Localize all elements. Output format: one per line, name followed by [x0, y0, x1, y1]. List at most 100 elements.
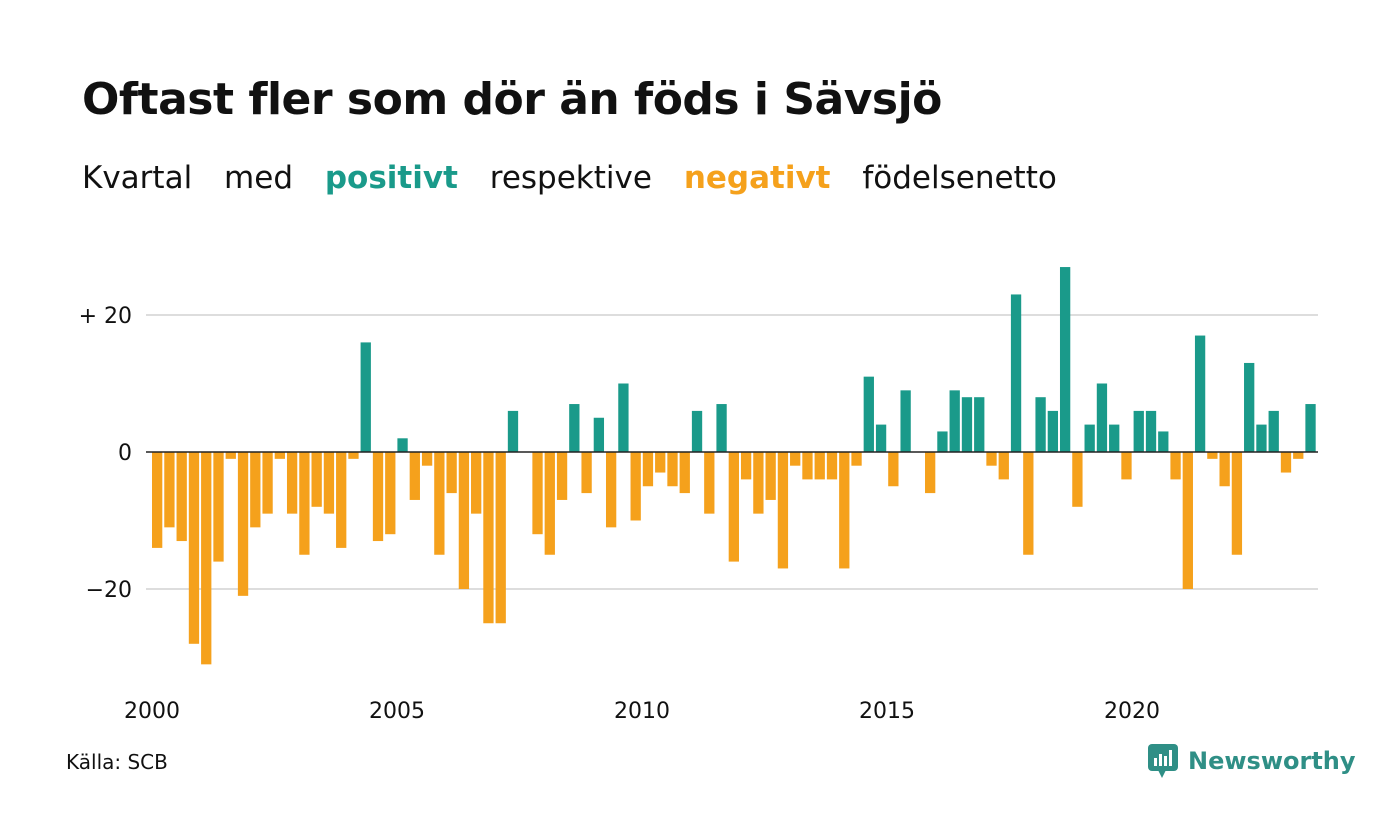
bar	[998, 452, 1009, 480]
subtitle-negative-word: negativt	[683, 160, 831, 196]
bar	[385, 452, 396, 535]
chart-subtitle: Kvartal med positivt respektive negativt…	[82, 160, 1079, 196]
subtitle-positive-word: positivt	[324, 160, 458, 196]
bar	[1121, 452, 1132, 480]
bar	[593, 417, 605, 452]
bar	[937, 431, 948, 452]
bar	[176, 452, 187, 542]
bar	[262, 452, 273, 514]
bar	[581, 452, 592, 494]
bar	[556, 452, 568, 500]
chart-bubble-icon	[1148, 744, 1178, 778]
bar	[974, 397, 985, 452]
bar	[495, 452, 506, 624]
bar	[679, 452, 690, 494]
bar	[728, 452, 739, 562]
bar	[1170, 452, 1181, 480]
bar	[704, 452, 715, 514]
bar	[925, 452, 936, 494]
y-tick-label: −20	[86, 578, 132, 603]
bar	[863, 376, 874, 452]
bar	[1109, 424, 1120, 452]
bar	[323, 452, 335, 514]
bar	[875, 424, 887, 452]
bar	[1010, 294, 1022, 452]
bar	[1305, 404, 1316, 452]
bar	[1145, 410, 1157, 452]
bar	[250, 452, 261, 528]
bar	[1158, 431, 1169, 452]
brand-name: Newsworthy	[1188, 747, 1356, 775]
bar	[961, 397, 973, 452]
bar	[1084, 424, 1095, 452]
source-note: Källa: SCB	[66, 750, 168, 774]
bar	[1133, 410, 1144, 452]
bar	[618, 383, 629, 452]
bar	[802, 452, 813, 480]
bar	[164, 452, 175, 528]
bar	[397, 438, 408, 452]
bar	[1047, 410, 1059, 452]
bar	[237, 452, 249, 596]
bar	[740, 452, 752, 480]
bar	[1059, 267, 1071, 452]
bar	[716, 404, 727, 452]
bar	[458, 452, 470, 589]
x-tick-label: 2000	[124, 699, 180, 724]
subtitle-text-3: respektive	[489, 160, 652, 196]
bar	[1268, 410, 1279, 452]
bar	[409, 452, 420, 500]
bar	[900, 390, 911, 452]
bar	[188, 452, 200, 644]
bar	[888, 452, 899, 487]
bar	[544, 452, 555, 555]
bar	[434, 452, 445, 555]
x-tick-label: 2005	[369, 699, 425, 724]
bar	[201, 452, 212, 665]
bar	[311, 452, 322, 507]
bar	[507, 410, 519, 452]
bar	[569, 404, 580, 452]
subtitle-text-1: Kvartal	[82, 160, 193, 196]
bar	[360, 342, 371, 452]
bar	[1035, 397, 1046, 452]
bar	[446, 452, 457, 494]
bar	[630, 452, 641, 521]
bar	[1072, 452, 1083, 507]
bar	[790, 452, 801, 466]
bar	[274, 452, 285, 459]
bar	[1182, 452, 1193, 589]
subtitle-text-4: födelsenetto	[862, 160, 1057, 196]
subtitle-text-2: med	[224, 160, 293, 196]
bar	[839, 452, 850, 569]
brand-logo: Newsworthy	[1148, 744, 1356, 778]
bar	[471, 452, 482, 514]
x-tick-label: 2020	[1104, 699, 1160, 724]
bar	[691, 410, 703, 452]
bar	[1293, 452, 1304, 459]
bar	[213, 452, 224, 562]
bar	[851, 452, 862, 466]
bar	[1231, 452, 1243, 555]
bar	[826, 452, 838, 480]
bar	[814, 452, 825, 480]
bar	[1023, 452, 1034, 555]
bar	[1194, 335, 1206, 452]
bar	[348, 452, 359, 459]
bar	[986, 452, 997, 466]
bar	[483, 452, 494, 624]
x-axis-labels: 2000 2005 2010 2015 2020	[124, 699, 1160, 724]
y-tick-label: 0	[118, 441, 132, 466]
bar	[777, 452, 789, 569]
chart-title: Oftast fler som dör än föds i Sävsjö	[82, 74, 942, 125]
bar	[765, 452, 776, 500]
bar	[421, 452, 433, 466]
bar	[1207, 452, 1218, 459]
bar	[532, 452, 543, 535]
bar	[949, 390, 960, 452]
bar	[667, 452, 678, 487]
bar	[225, 452, 236, 459]
bar	[372, 452, 384, 542]
bar	[1256, 424, 1267, 452]
